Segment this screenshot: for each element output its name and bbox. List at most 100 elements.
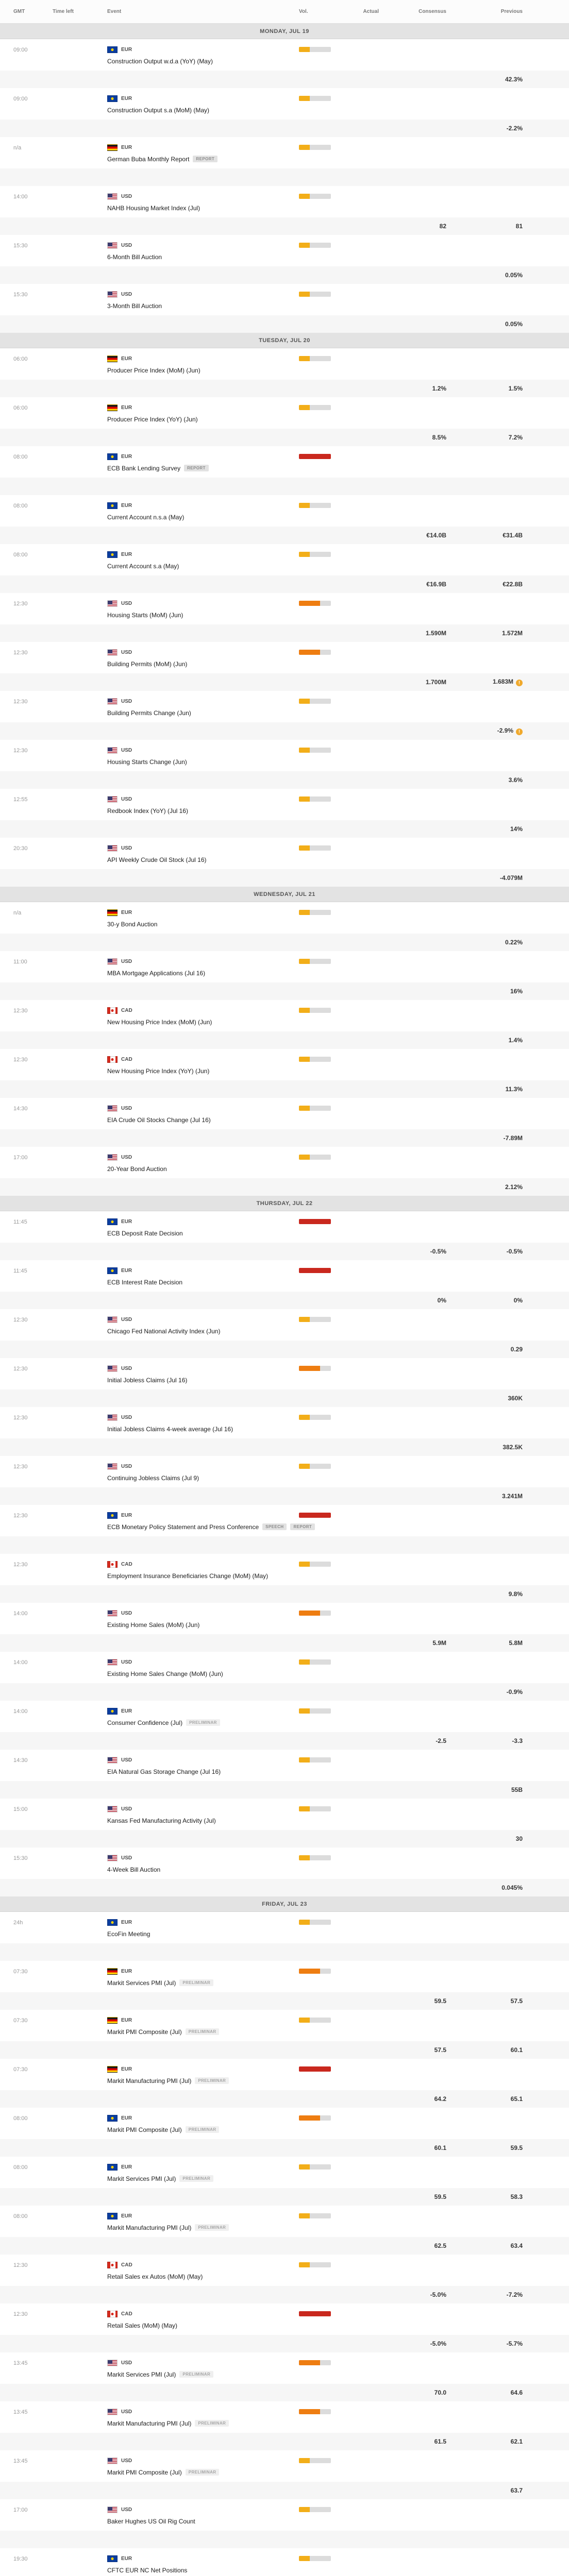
event-name[interactable]: Chicago Fed National Activity Index (Jun… [107,1328,221,1335]
event-name[interactable]: New Housing Price Index (YoY) (Jun) [107,1067,210,1075]
event-row[interactable]: 07:30 EUR Markit PMI Composite (Jul) PREL… [0,2010,569,2059]
event-row[interactable]: 14:00 USD Existing Home Sales (MoM) (Jun… [0,1603,569,1652]
event-row[interactable]: 14:30 USD EIA Natural Gas Storage Change… [0,1750,569,1799]
event-row[interactable]: 12:30 USD Housing Starts (MoM) (Jun) 1. [0,593,569,642]
event-row[interactable]: 15:30 USD 6-Month Bill Auction 0 [0,235,569,284]
event-row[interactable]: 12:30 USD Building Permits Change (Jun) [0,691,569,740]
event-row[interactable]: 09:00 EUR Construction Output s.a (MoM) … [0,88,569,137]
event-row[interactable]: 14:00 USD NAHB Housing Market Index (Jul… [0,186,569,235]
event-name[interactable]: Markit PMI Composite (Jul) [107,2126,182,2133]
event-name[interactable]: Employment Insurance Beneficiaries Chang… [107,1572,269,1580]
event-row[interactable]: 15:30 USD 3-Month Bill Auction 0 [0,284,569,333]
event-name[interactable]: Building Permits Change (Jun) [107,709,191,717]
event-row[interactable]: 15:30 USD 4-Week Bill Auction 0. [0,1848,569,1896]
event-name[interactable]: CFTC EUR NC Net Positions [107,2567,188,2574]
event-name[interactable]: Current Account n.s.a (May) [107,514,185,521]
event-name[interactable]: ECB Deposit Rate Decision [107,1230,183,1237]
event-row[interactable]: 14:00 USD Existing Home Sales Change (Mo… [0,1652,569,1701]
event-row[interactable]: 13:45 USD Markit PMI Composite (Jul) PREL… [0,2450,569,2499]
event-row[interactable]: 17:00 USD Baker Hughes US Oil Rig Count [0,2499,569,2548]
event-row[interactable]: n/a EUR German Buba Monthly Report REPORT [0,137,569,186]
event-name[interactable]: 20-Year Bond Auction [107,1165,167,1173]
event-name[interactable]: Initial Jobless Claims (Jul 16) [107,1377,188,1384]
event-row[interactable]: 14:00 EUR Consumer Confidence (Jul) PRELI… [0,1701,569,1750]
event-row[interactable]: 08:00 EUR Current Account s.a (May) €16 [0,544,569,593]
event-row[interactable]: 17:00 USD 20-Year Bond Auction 2 [0,1147,569,1196]
event-name[interactable]: Baker Hughes US Oil Rig Count [107,2518,195,2525]
event-name[interactable]: Retail Sales (MoM) (May) [107,2322,178,2329]
event-row[interactable]: 12:30 USD Chicago Fed National Activity … [0,1309,569,1358]
event-row[interactable]: 12:30 EUR ECB Monetary Policy Statement … [0,1505,569,1554]
event-name[interactable]: Retail Sales ex Autos (MoM) (May) [107,2273,203,2280]
event-name[interactable]: 3-Month Bill Auction [107,302,162,310]
event-name[interactable]: 4-Week Bill Auction [107,1866,161,1873]
event-name[interactable]: Construction Output s.a (MoM) (May) [107,107,210,114]
event-name[interactable]: Markit Manufacturing PMI (Jul) [107,2420,192,2427]
event-name[interactable]: Existing Home Sales (MoM) (Jun) [107,1621,200,1629]
event-row[interactable]: 12:30 USD Initial Jobless Claims 4-week … [0,1407,569,1456]
event-row[interactable]: 12:30 USD Building Permits (MoM) (Jun) [0,642,569,691]
event-name[interactable]: Construction Output w.d.a (YoY) (May) [107,58,213,65]
event-name[interactable]: Producer Price Index (MoM) (Jun) [107,367,200,374]
event-name[interactable]: EcoFin Meeting [107,1930,150,1938]
event-name[interactable]: EIA Natural Gas Storage Change (Jul 16) [107,1768,221,1775]
event-row[interactable]: 13:45 USD Markit Services PMI (Jul) PRELI… [0,2352,569,2401]
event-row[interactable]: 12:30 USD Housing Starts Change (Jun) [0,740,569,789]
event-row[interactable]: 06:00 EUR Producer Price Index (MoM) (Ju… [0,348,569,397]
event-name[interactable]: ECB Interest Rate Decision [107,1279,183,1286]
event-row[interactable]: 13:45 USD Markit Manufacturing PMI (Jul)… [0,2401,569,2450]
event-row[interactable]: 07:30 EUR Markit Manufacturing PMI (Jul)… [0,2059,569,2108]
event-name[interactable]: Existing Home Sales Change (MoM) (Jun) [107,1670,223,1677]
event-name[interactable]: Initial Jobless Claims 4-week average (J… [107,1426,233,1433]
event-name[interactable]: Markit Services PMI (Jul) [107,1979,176,1987]
event-row[interactable]: 12:30 CAD New Housing Price Index (MoM) … [0,1000,569,1049]
event-row[interactable]: 12:55 USD Redbook Index (YoY) (Jul 16) [0,789,569,838]
event-row[interactable]: 08:00 EUR Markit Services PMI (Jul) PRELI… [0,2157,569,2206]
event-name[interactable]: MBA Mortgage Applications (Jul 16) [107,970,206,977]
event-name[interactable]: Markit Services PMI (Jul) [107,2371,176,2378]
event-row[interactable]: 08:00 EUR ECB Bank Lending Survey REPORT [0,446,569,495]
event-name[interactable]: Building Permits (MoM) (Jun) [107,660,188,668]
event-name[interactable]: Redbook Index (YoY) (Jul 16) [107,807,188,815]
event-name[interactable]: 6-Month Bill Auction [107,253,162,261]
event-name[interactable]: NAHB Housing Market Index (Jul) [107,205,200,212]
event-row[interactable]: 14:30 USD EIA Crude Oil Stocks Change (J… [0,1098,569,1147]
event-name[interactable]: ECB Monetary Policy Statement and Press … [107,1523,259,1531]
event-row[interactable]: 12:30 USD Initial Jobless Claims (Jul 16… [0,1358,569,1407]
event-row[interactable]: n/a EUR 30-y Bond Auction 0.22% [0,902,569,951]
event-row[interactable]: 12:30 CAD Retail Sales ex Autos (MoM) (M… [0,2255,569,2303]
event-row[interactable]: 09:00 EUR Construction Output w.d.a (YoY… [0,39,569,88]
event-row[interactable]: 12:30 CAD Employment Insurance Beneficia… [0,1554,569,1603]
event-row[interactable]: 11:45 EUR ECB Deposit Rate Decision -0. [0,1211,569,1260]
event-row[interactable]: 12:30 CAD Retail Sales (MoM) (May) -5.0 [0,2303,569,2352]
event-row[interactable]: 06:00 EUR Producer Price Index (YoY) (Ju… [0,397,569,446]
event-name[interactable]: German Buba Monthly Report [107,156,190,163]
event-name[interactable]: Kansas Fed Manufacturing Activity (Jul) [107,1817,216,1824]
event-name[interactable]: Consumer Confidence (Jul) [107,1719,183,1726]
event-name[interactable]: Markit PMI Composite (Jul) [107,2028,182,2036]
event-row[interactable]: 08:00 EUR Current Account n.s.a (May) € [0,495,569,544]
event-name[interactable]: EIA Crude Oil Stocks Change (Jul 16) [107,1116,211,1124]
event-row[interactable]: 11:45 EUR ECB Interest Rate Decision 0% [0,1260,569,1309]
event-name[interactable]: ECB Bank Lending Survey [107,465,181,472]
event-name[interactable]: API Weekly Crude Oil Stock (Jul 16) [107,856,207,863]
event-row[interactable]: 07:30 EUR Markit Services PMI (Jul) PRELI… [0,1961,569,2010]
event-name[interactable]: Producer Price Index (YoY) (Jun) [107,416,198,423]
event-name[interactable]: Markit Services PMI (Jul) [107,2175,176,2182]
event-name[interactable]: Continuing Jobless Claims (Jul 9) [107,1475,199,1482]
event-row[interactable]: 08:00 EUR Markit Manufacturing PMI (Jul)… [0,2206,569,2255]
event-name[interactable]: Markit Manufacturing PMI (Jul) [107,2077,192,2084]
event-row[interactable]: 19:30 EUR CFTC EUR NC Net Positions [0,2548,569,2576]
event-name[interactable]: Markit Manufacturing PMI (Jul) [107,2224,192,2231]
event-name[interactable]: Housing Starts (MoM) (Jun) [107,612,183,619]
event-row[interactable]: 12:30 CAD New Housing Price Index (YoY) … [0,1049,569,1098]
event-name[interactable]: 30-y Bond Auction [107,921,158,928]
event-row[interactable]: 20:30 USD API Weekly Crude Oil Stock (Ju… [0,838,569,887]
event-name[interactable]: Markit PMI Composite (Jul) [107,2469,182,2476]
event-name[interactable]: Housing Starts Change (Jun) [107,758,187,766]
event-row[interactable]: 08:00 EUR Markit PMI Composite (Jul) PREL… [0,2108,569,2157]
event-name[interactable]: Current Account s.a (May) [107,563,179,570]
event-row[interactable]: 15:00 USD Kansas Fed Manufacturing Activ… [0,1799,569,1848]
event-row[interactable]: 11:00 USD MBA Mortgage Applications (Jul… [0,951,569,1000]
event-name[interactable]: New Housing Price Index (MoM) (Jun) [107,1019,212,1026]
